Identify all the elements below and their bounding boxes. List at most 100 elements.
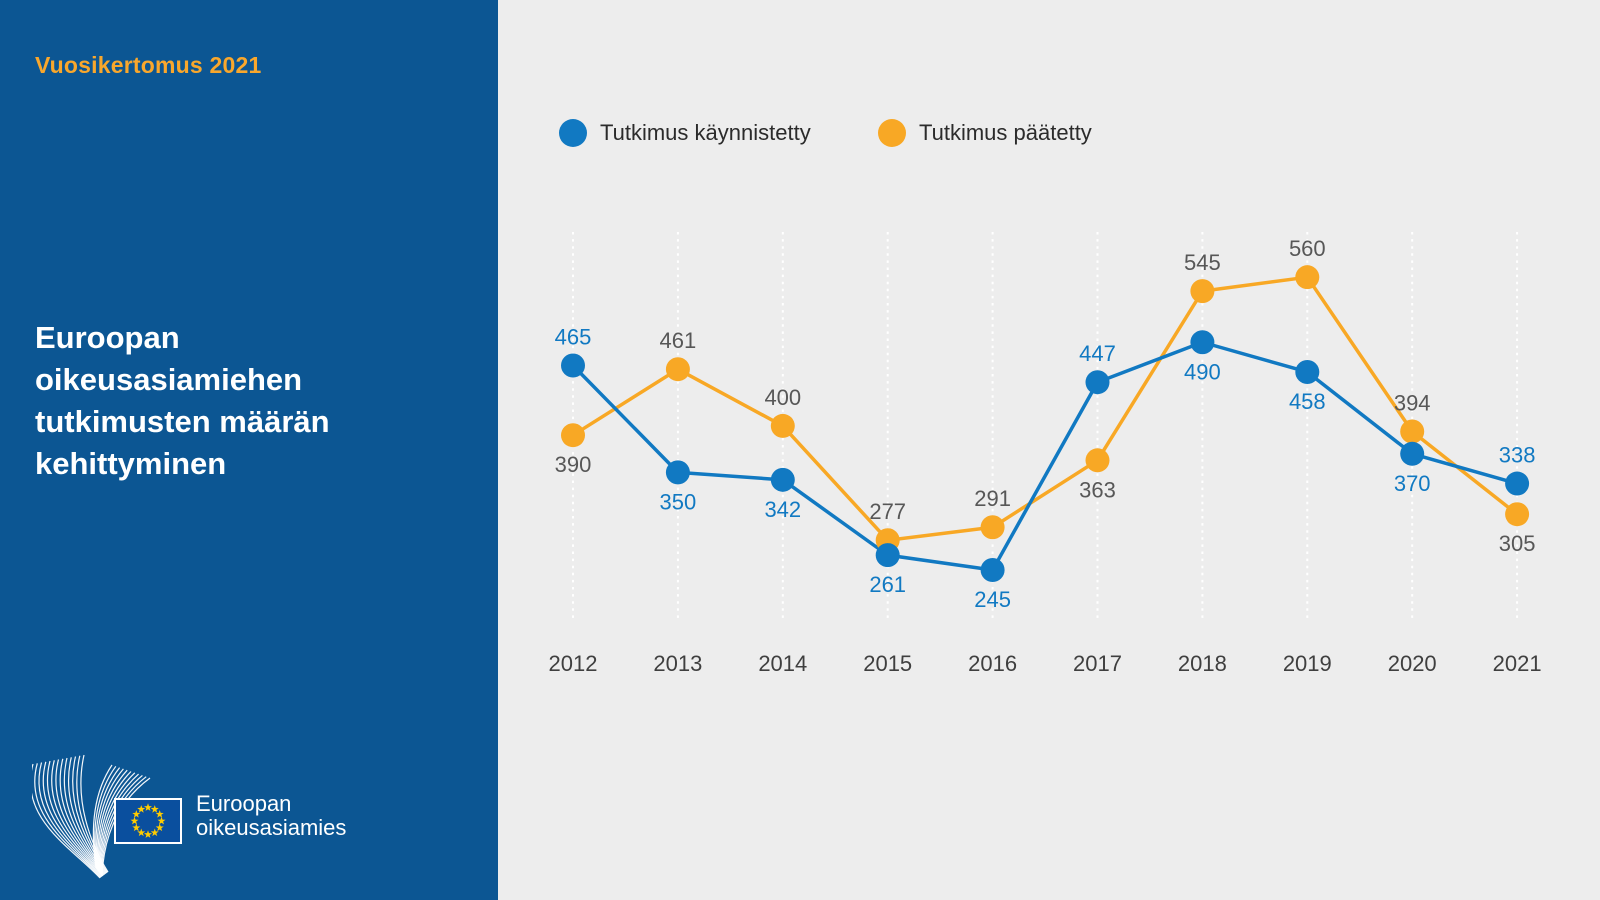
legend-dot-orange [878, 119, 906, 147]
x-axis-label: 2015 [863, 651, 912, 676]
sidebar: Vuosikertomus 2021 Euroopan oikeusasiami… [0, 0, 498, 900]
page-title: Euroopan oikeusasiamiehen tutkimusten mä… [35, 319, 330, 481]
data-point-value-label: 394 [1394, 390, 1431, 415]
chart-panel: Tutkimus käynnistetty Tutkimus päätetty … [498, 0, 1600, 900]
eu-flag-star [144, 803, 152, 811]
data-point-marker [561, 353, 585, 378]
data-point-value-label: 370 [1394, 471, 1431, 496]
x-axis-label: 2018 [1178, 651, 1227, 676]
x-axis-label: 2021 [1493, 651, 1542, 676]
data-point-value-label: 291 [974, 486, 1011, 511]
bird-hatch-line [63, 757, 106, 875]
data-point-marker [1400, 419, 1425, 444]
x-axis-label: 2017 [1073, 651, 1122, 676]
x-axis-label: 2014 [758, 651, 807, 676]
data-point-value-label: 545 [1184, 250, 1221, 275]
bird-hatch-line [32, 763, 101, 879]
bird-hatch-line [98, 771, 132, 873]
legend-label-kaynnistetty: Tutkimus käynnistetty [600, 120, 811, 145]
data-point-value-label: 363 [1079, 477, 1116, 502]
line-chart: 465 390 461 350 400 342 277 261 291 245 447 363 545 4… [549, 232, 1542, 676]
bird-hatch-line [46, 760, 104, 877]
data-point-value-label: 490 [1184, 359, 1221, 384]
bird-hatch-line [94, 765, 117, 869]
logo-wordmark: Euroopan oikeusasiamies [196, 792, 346, 840]
bird-hatch-line [100, 776, 147, 876]
bird-hatch-line [59, 758, 106, 875]
data-point-value-label: 400 [764, 385, 801, 410]
data-point-value-label: 245 [974, 587, 1011, 612]
bird-hatch-line [38, 762, 102, 878]
eu-flag-star [132, 810, 141, 818]
x-axis-label: 2019 [1283, 651, 1332, 676]
legend-item-paatetty: Tutkimus päätetty [878, 119, 1092, 147]
bird-hatch-line [51, 760, 104, 876]
data-point-value-label: 465 [555, 324, 592, 349]
data-point-marker [980, 515, 1005, 540]
eu-flag-star [150, 805, 159, 813]
data-point-value-label: 390 [555, 452, 592, 477]
chart-legend: Tutkimus käynnistetty Tutkimus päätetty [498, 119, 1600, 147]
bird-hatch-line [95, 767, 121, 870]
bird-hatch-line [76, 755, 108, 873]
data-point-value-label: 261 [869, 572, 906, 597]
bird-hatch-line [72, 756, 108, 874]
bird-hatch-line [80, 754, 109, 873]
x-axis-label: 2013 [653, 651, 702, 676]
eu-flag-star [137, 828, 146, 837]
x-axis-label: 2020 [1388, 651, 1437, 676]
data-point-value-label: 447 [1079, 341, 1116, 366]
data-point-value-label: 461 [660, 328, 697, 353]
bird-hatch-line [92, 764, 113, 869]
legend-label-paatetty: Tutkimus päätetty [919, 120, 1092, 145]
data-point-marker [770, 467, 795, 492]
eu-flag-icon [114, 798, 182, 844]
series-line-1 [571, 275, 1519, 542]
report-year-eyebrow: Vuosikertomus 2021 [35, 52, 262, 78]
data-point-marker [1505, 502, 1530, 527]
data-point-marker [980, 557, 1005, 582]
logo-wordmark-line1: Euroopan [196, 791, 292, 816]
bird-hatch-line [101, 777, 151, 877]
data-point-marker [561, 423, 585, 448]
eu-flag-star [157, 816, 166, 825]
data-point-marker [1295, 359, 1320, 384]
x-axis-label: 2012 [549, 651, 598, 676]
eu-flag-star [130, 816, 139, 825]
bird-hatch-line [55, 759, 105, 876]
data-point-value-label: 458 [1289, 389, 1326, 414]
bird-hatch-line [98, 772, 136, 873]
bird-hatch-line [100, 774, 143, 875]
bird-hatch-line [34, 763, 102, 878]
eu-flag-star [132, 823, 141, 832]
data-point-marker [1085, 370, 1110, 395]
data-point-value-label: 342 [764, 497, 801, 522]
data-point-value-label: 277 [869, 499, 906, 524]
data-point-value-label: 338 [1499, 443, 1536, 468]
bird-hatch-line [97, 769, 128, 872]
eu-flag-star [150, 828, 159, 837]
data-point-marker [665, 357, 690, 382]
data-point-value-label: 350 [660, 489, 697, 514]
eu-flag-star [155, 823, 164, 832]
data-point-marker [770, 413, 795, 438]
data-point-value-label: 305 [1499, 531, 1536, 556]
legend-item-kaynnistetty: Tutkimus käynnistetty [559, 119, 811, 147]
bird-hatch-line [42, 761, 103, 877]
ombudsman-bird-icon [32, 754, 151, 879]
data-point-value-label: 560 [1289, 236, 1326, 261]
data-point-marker [1400, 441, 1425, 466]
series-line-0 [571, 340, 1519, 572]
x-axis-label: 2016 [968, 651, 1017, 676]
logo-wordmark-line2: oikeusasiamies [196, 815, 347, 840]
data-point-marker [665, 460, 690, 485]
data-point-marker [1190, 279, 1215, 304]
data-point-marker [1505, 471, 1530, 496]
data-point-marker [875, 543, 900, 568]
data-point-marker [1295, 265, 1320, 290]
data-point-marker [1085, 448, 1110, 473]
bird-hatch-line [67, 757, 107, 874]
eu-flag-star [137, 805, 146, 813]
eu-stars-icon [130, 803, 166, 838]
